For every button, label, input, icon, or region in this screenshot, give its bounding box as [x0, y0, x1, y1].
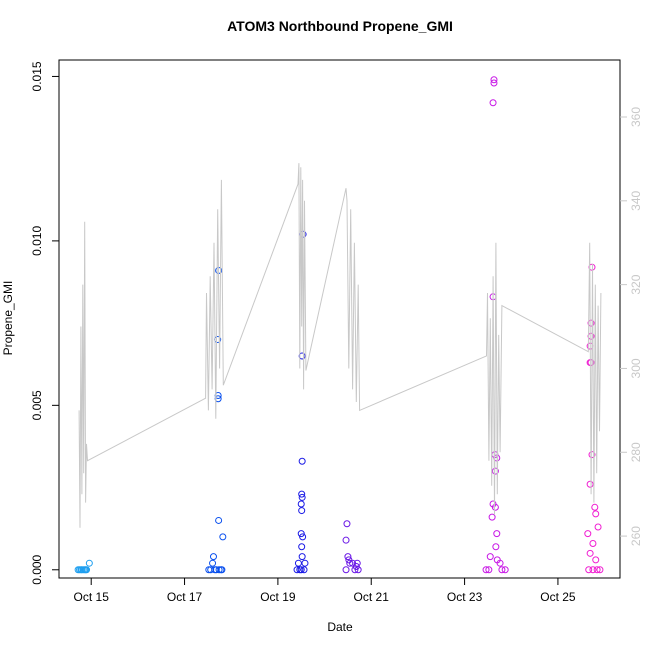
- data-point: [298, 543, 306, 551]
- x-tick-label: Oct 15: [74, 590, 110, 604]
- data-point: [298, 493, 306, 501]
- data-point: [584, 530, 592, 538]
- x-tick-label: Oct 21: [354, 590, 390, 604]
- data-point: [485, 566, 493, 574]
- data-point: [488, 513, 496, 521]
- y2-tick-label: 260: [629, 526, 643, 546]
- data-point: [486, 553, 494, 561]
- data-point: [299, 533, 307, 541]
- data-point: [209, 553, 217, 561]
- data-point: [496, 559, 504, 567]
- data-point: [491, 503, 499, 511]
- data-point: [352, 562, 360, 570]
- data-point: [594, 523, 602, 531]
- y-tick-label: 0.015: [30, 61, 44, 91]
- data-point: [298, 490, 306, 498]
- data-point: [297, 530, 305, 538]
- data-point: [344, 553, 352, 561]
- data-point: [294, 559, 302, 567]
- data-point: [83, 566, 91, 574]
- data-point: [489, 99, 497, 107]
- data-point: [342, 566, 350, 574]
- data-point: [589, 566, 597, 574]
- data-point: [585, 566, 593, 574]
- data-point: [493, 530, 501, 538]
- data-point: [490, 76, 498, 84]
- y2-tick-label: 340: [629, 190, 643, 210]
- data-point: [293, 566, 301, 574]
- data-point: [592, 510, 600, 518]
- x-axis-label: Date: [327, 620, 353, 634]
- data-point: [215, 566, 223, 574]
- data-point: [297, 566, 305, 574]
- data-point: [218, 566, 226, 574]
- data-point: [591, 503, 599, 511]
- x-tick-label: Oct 25: [540, 590, 576, 604]
- y-tick-label: 0.000: [30, 554, 44, 584]
- x-tick-label: Oct 23: [447, 590, 483, 604]
- y2-tick-label: 300: [629, 358, 643, 378]
- data-point: [593, 566, 601, 574]
- data-point: [589, 539, 597, 547]
- data-point: [343, 520, 351, 528]
- y2-tick-label: 360: [629, 107, 643, 127]
- data-point: [219, 533, 227, 541]
- chart-title: ATOM3 Northbound Propene_GMI: [227, 18, 453, 34]
- data-point: [85, 559, 93, 567]
- y-tick-label: 0.005: [30, 390, 44, 420]
- data-point: [342, 536, 350, 544]
- data-point: [501, 566, 509, 574]
- data-point: [482, 566, 490, 574]
- data-point: [498, 566, 506, 574]
- data-point: [298, 352, 306, 360]
- data-point: [298, 457, 306, 465]
- data-point: [300, 566, 308, 574]
- data-point: [588, 451, 596, 459]
- data-point: [209, 559, 217, 567]
- plot-box: [58, 59, 621, 579]
- data-point: [297, 500, 305, 508]
- data-point: [298, 507, 306, 515]
- data-point: [586, 549, 594, 557]
- y-tick-label: 0.010: [30, 226, 44, 256]
- data-point: [353, 559, 361, 567]
- data-point: [301, 559, 309, 567]
- data-point: [596, 566, 604, 574]
- y-axis-label: Propene_GMI: [1, 281, 15, 356]
- data-point: [586, 480, 594, 488]
- y2-tick-label: 280: [629, 442, 643, 462]
- data-point: [490, 79, 498, 87]
- data-line: [78, 163, 602, 528]
- x-tick-label: Oct 19: [260, 590, 296, 604]
- data-point: [215, 516, 223, 524]
- data-point: [587, 319, 595, 327]
- data-point: [298, 553, 306, 561]
- y2-tick-label: 320: [629, 274, 643, 294]
- data-point: [492, 543, 500, 551]
- data-point: [351, 566, 359, 574]
- data-point: [592, 556, 600, 564]
- x-tick-label: Oct 17: [167, 590, 203, 604]
- data-point: [491, 467, 499, 475]
- data-point: [346, 559, 354, 567]
